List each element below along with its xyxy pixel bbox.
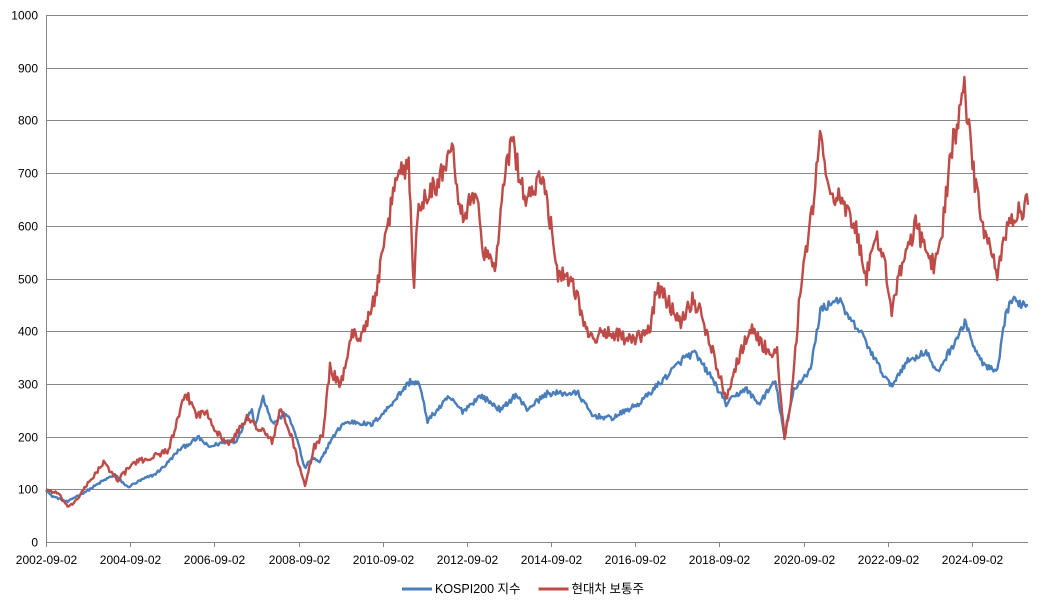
x-axis-tick-labels: 2002-09-02 2004-09-02 2006-09-02 2008-09-02…: [16, 553, 1004, 567]
x-tick-label: 2014-09-02: [521, 553, 583, 567]
x-tick-label: 2020-09-02: [774, 553, 836, 567]
x-tick-label: 2008-09-02: [269, 553, 331, 567]
y-tick-label: 600: [18, 220, 38, 234]
x-tick-label: 2012-09-02: [437, 553, 499, 567]
series-line-0: [45, 295, 1029, 504]
y-tick-label: 800: [18, 114, 38, 128]
x-tick-label: 2004-09-02: [100, 553, 162, 567]
legend: KOSPI200 지수 현대차 보통주: [402, 582, 644, 596]
x-tick-label: 2024-09-02: [942, 553, 1004, 567]
y-tick-label: 400: [18, 325, 38, 339]
grid-lines: [46, 15, 1028, 547]
data-series: [45, 75, 1030, 508]
x-tick-label: 2016-09-02: [605, 553, 667, 567]
y-tick-label: 0: [31, 536, 38, 550]
y-tick-label: 1000: [11, 9, 38, 23]
y-tick-label: 700: [18, 167, 38, 181]
y-tick-label: 300: [18, 378, 38, 392]
legend-label: 현대차 보통주: [572, 582, 644, 596]
x-tick-label: 2010-09-02: [353, 553, 415, 567]
series-line-1: [45, 75, 1030, 508]
legend-label: KOSPI200 지수: [435, 582, 521, 596]
y-tick-label: 200: [18, 431, 38, 445]
x-tick-label: 2002-09-02: [16, 553, 78, 567]
y-axis-tick-labels: 0 100 200 300 400 500 600 700 800 900 1000: [11, 9, 38, 550]
x-tick-label: 2022-09-02: [858, 553, 920, 567]
y-tick-label: 100: [18, 483, 38, 497]
y-tick-label: 900: [18, 62, 38, 76]
x-tick-label: 2018-09-02: [689, 553, 751, 567]
y-tick-label: 500: [18, 273, 38, 287]
x-tick-label: 2006-09-02: [184, 553, 246, 567]
